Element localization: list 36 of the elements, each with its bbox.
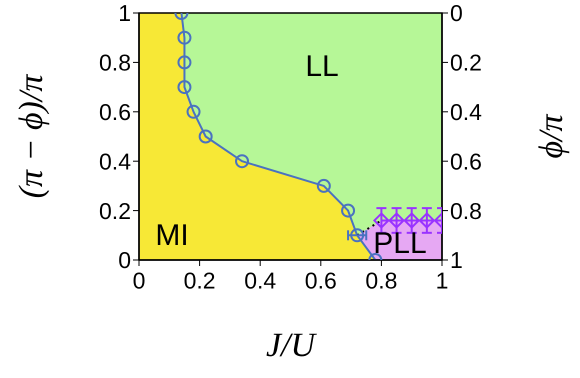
point (177, 80, 192, 94)
x-tick-label: 0.2 (184, 267, 216, 294)
point (341, 204, 356, 218)
x-tick-label: 0.6 (304, 267, 337, 294)
x-tick-label: 0.8 (365, 267, 398, 294)
point (373, 212, 390, 228)
point (235, 154, 250, 168)
point (388, 212, 405, 228)
y-tick-label: 0.8 (99, 50, 131, 76)
point (177, 30, 192, 45)
y-tick-label: 0 (118, 247, 131, 274)
annotation: MI (155, 218, 189, 252)
y-tick-label: 0.6 (99, 98, 131, 125)
point (350, 228, 364, 242)
y2-tick-label: 0.8 (450, 198, 482, 224)
x-axis-title: J/U (266, 327, 318, 364)
y-tick-label: 0.4 (99, 148, 132, 174)
point (177, 55, 192, 70)
point (186, 104, 201, 119)
y-axis-title: (π − ϕ)/π (13, 74, 50, 198)
y2-tick-label: 0.6 (450, 148, 482, 174)
y2-tick-label: 0.4 (450, 98, 482, 125)
y2-tick-label: 1 (450, 247, 463, 274)
x-tick-label: 1 (436, 267, 448, 294)
y2-tick-label: 0.2 (450, 50, 482, 76)
point (418, 212, 435, 228)
x-tick-label: 0.4 (244, 267, 276, 294)
y2-tick-label: 0 (450, 0, 463, 26)
annotation: PLL (373, 226, 427, 260)
y-tick-label: 0.2 (99, 198, 131, 224)
point (404, 212, 420, 228)
point (316, 178, 331, 193)
annotation: LL (305, 50, 339, 83)
point (198, 130, 213, 144)
y-tick-label: 1 (118, 0, 131, 26)
y2-axis-title: ϕ/π (533, 113, 570, 159)
